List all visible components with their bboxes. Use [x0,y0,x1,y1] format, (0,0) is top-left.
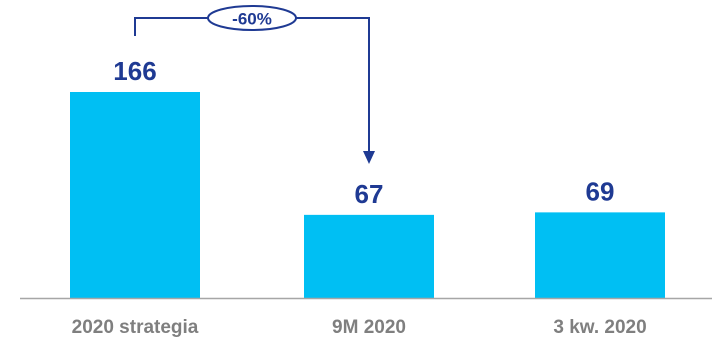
x-tick-label-2: 3 kw. 2020 [553,317,646,338]
x-tick-label-0: 2020 strategia [72,317,199,338]
value-label-1: 67 [355,179,384,209]
value-label-2: 69 [586,176,615,206]
change-oval [207,5,297,31]
value-labels-group: 166 67 69 [113,56,614,209]
bar-2 [535,212,665,298]
bar-1 [304,214,434,298]
change-annotation: -60% [134,5,375,164]
x-tick-label-1: 9M 2020 [332,317,406,338]
bars-group [70,92,665,298]
tick-labels-group: 2020 strategia 9M 2020 3 kw. 2020 [72,317,647,338]
arrow-head-icon [363,151,375,164]
change-label: -60% [232,10,272,29]
bar-0 [70,92,200,298]
value-label-0: 166 [113,56,156,86]
